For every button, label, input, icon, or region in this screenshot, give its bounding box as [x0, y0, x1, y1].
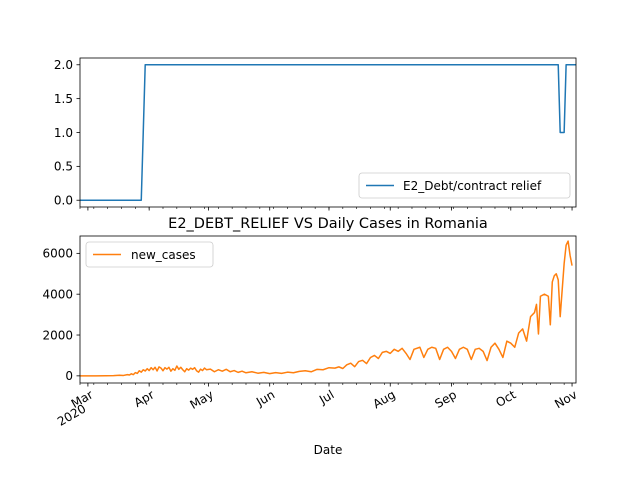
top-legend-box: [358, 172, 571, 199]
bottom-y-tick-label: 2000: [42, 328, 73, 342]
bottom-y-tick-label: 6000: [42, 247, 73, 261]
x-tick-label: Jul: [316, 387, 336, 407]
bottom-y-ticks: 0 2000 4000 6000: [42, 247, 80, 383]
top-y-tick-label: 0.0: [54, 194, 73, 208]
top-y-ticks: 0.0 0.5 1.0 1.5 2.0: [54, 58, 80, 208]
bottom-legend: new_cases: [85, 241, 214, 268]
top-series-lines: [80, 64, 576, 201]
bottom-legend-label: new_cases: [131, 248, 196, 262]
bottom-series-line-0: [80, 240, 573, 377]
bottom-plot-frame: [79, 235, 577, 384]
top-legend-label: E2_Debt/contract relief: [403, 179, 542, 193]
x-axis-label: Date: [314, 443, 343, 457]
top-y-tick-label: 1.5: [54, 92, 73, 106]
top-legend: E2_Debt/contract relief: [358, 172, 571, 199]
chart-title: E2_DEBT_RELIEF VS Daily Cases in Romania: [168, 216, 488, 232]
top-x-ticks: [79, 207, 573, 211]
top-series-line-0: [80, 64, 576, 201]
bottom-series-lines: [80, 240, 573, 377]
top-subplot: 0.0 0.5 1.0 1.5 2.0 E2_Debt/contract relief: [54, 57, 577, 211]
top-y-tick-label: 0.5: [54, 160, 73, 174]
top-y-tick-label: 1.0: [54, 126, 73, 140]
bottom-y-tick-label: 0: [65, 369, 73, 383]
top-y-tick-label: 2.0: [54, 58, 73, 72]
bottom-y-tick-label: 4000: [42, 287, 73, 301]
bottom-legend-box: [85, 241, 214, 268]
